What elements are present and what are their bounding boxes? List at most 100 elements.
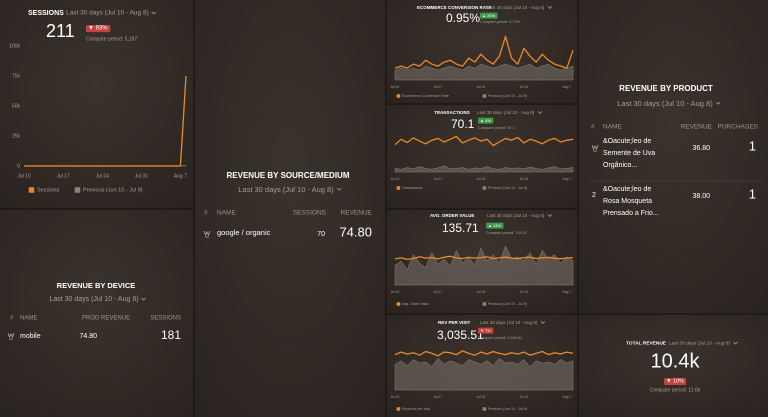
widget-change: ▲ 20% (482, 13, 496, 18)
change-badge (478, 117, 494, 124)
widget-compare: Compare period: 3,264.01 (478, 336, 522, 340)
widget-title: SESSIONS (28, 10, 64, 17)
y-tick-label: 100k (9, 43, 20, 49)
widget-period: Last 30 days (Jul 10 - Aug 8) (487, 213, 545, 218)
x-tick-label: Jul 17 (434, 395, 443, 399)
widget-compare: Compare period: 119.02 (486, 231, 527, 235)
x-tick-label: Jul 31 (519, 290, 528, 294)
widget-change: ▼ 10% (666, 378, 684, 384)
widget-value: 211 (46, 21, 75, 41)
legend-label: Avg. Order Value (402, 302, 429, 306)
widget-rows-item-purchases: 1 (749, 138, 756, 153)
widget-rows-item-purchases: 1 (749, 186, 756, 201)
widget-compare: Compare period: 0.79% (480, 20, 521, 24)
widget-title: REVENUE BY SOURCE/MEDIUM (227, 171, 350, 180)
widget-title: REV PER VISIT (438, 320, 471, 325)
panel (579, 315, 768, 417)
previous-area (394, 63, 574, 81)
rank-icon (591, 144, 599, 152)
widget-columns-item: NAME (217, 210, 236, 217)
widget-rows-item-revenue: 38.00 (692, 193, 710, 200)
y-tick-label: 75k (12, 73, 21, 79)
legend-label: Sessions (37, 187, 60, 193)
x-tick-label: Jul 31 (519, 395, 528, 399)
widget-columns-item: # (204, 210, 208, 217)
dropdown-chevron (141, 297, 146, 301)
widget-period: Last 30 days (Jul 10 - Aug 8) (487, 5, 545, 10)
x-tick-label: Jul 24 (477, 85, 486, 89)
legend-swatch (28, 187, 35, 193)
x-tick-label: Jul 31 (519, 177, 528, 181)
change-badge (486, 222, 504, 229)
dropdown-chevron (540, 321, 546, 324)
x-tick-label: Aug 7 (563, 177, 572, 181)
panel (0, 0, 193, 208)
dropdown-chevron (733, 341, 738, 345)
change-badge (480, 12, 498, 19)
change-badge (664, 377, 687, 385)
widget-change: ▲ 14% (488, 223, 502, 228)
dropdown-chevron (547, 214, 553, 217)
widget-title: TOTAL REVENUE (626, 340, 667, 346)
widget-value: 10.4k (651, 350, 701, 372)
widget-period: Last 30 days (Jul 10 - Aug 8) (669, 340, 730, 346)
x-tick-label: Jul 17 (434, 290, 443, 294)
legend-label: Previous (Jun 10 - Jul 9) (488, 186, 527, 190)
widget-compare: Compare period: 67.1 (478, 126, 515, 130)
y-tick-label: 25k (12, 133, 21, 139)
x-tick-label: Jul 10 (17, 173, 31, 179)
widget-value: 135.71 (442, 221, 479, 235)
product-name: &Oacute;leo de Semente de Uva Orgânico..… (603, 138, 657, 169)
legend-swatch (396, 302, 401, 306)
y-tick-label: 50k (12, 103, 21, 109)
widget-change: ▼ 7% (480, 328, 491, 333)
legend-swatch (482, 186, 487, 190)
legend-label: Revenue per visit (402, 407, 430, 411)
widget-columns-item: PROD REVENUE (82, 316, 130, 322)
widget-value: 3,035.51 (437, 328, 484, 342)
x-tick-label: Jul 24 (477, 395, 486, 399)
series-line (394, 35, 574, 69)
widget-value: 0.95% (446, 11, 480, 25)
panel (195, 0, 385, 417)
widget-period: Last 30 days (Jul 10 - Aug 8) (617, 99, 713, 108)
legend-label: Ecommerce Conversion Rate (402, 94, 449, 98)
widget-period: Last 30 days (Jul 10 - Aug 8) (477, 110, 535, 115)
dropdown-chevron (547, 6, 553, 9)
legend-label: Previous (Jun 10 - Jul 9) (83, 187, 143, 193)
widget-title: AVG. ORDER VALUE (430, 213, 474, 218)
widget-rows-item-name: mobile (20, 333, 41, 340)
x-tick-label: Jul 10 (391, 177, 400, 181)
x-tick-label: Jul 31 (519, 85, 528, 89)
legend-label: Transactions (402, 186, 423, 190)
x-tick-label: Jul 10 (391, 85, 400, 89)
widget-rows-item-revenue: 74.80 (339, 224, 372, 239)
x-tick-label: Jul 10 (391, 290, 400, 294)
widget-rows-item-sessions: 70 (317, 231, 325, 238)
x-tick-label: Jul 31 (135, 173, 149, 179)
series-line (394, 255, 574, 261)
legend-label: Previous (Jun 10 - Jul 9) (488, 302, 527, 306)
widget-rows-item-sessions: 181 (161, 328, 181, 342)
x-tick-label: Jul 24 (477, 177, 486, 181)
legend-swatch (396, 94, 401, 98)
dropdown-chevron (336, 187, 342, 191)
rank-icon (7, 332, 15, 340)
dropdown-chevron (151, 11, 157, 15)
series-line (394, 135, 574, 147)
widget-value: 70.1 (451, 117, 475, 131)
widget-title: REVENUE BY PRODUCT (619, 84, 713, 93)
legend-swatch (482, 302, 487, 306)
panel (387, 210, 577, 313)
x-tick-label: Jul 24 (96, 173, 110, 179)
legend-swatch (396, 407, 401, 411)
dropdown-chevron (715, 101, 721, 105)
widget-columns-item: NAME (603, 124, 622, 131)
x-tick-label: Jul 10 (391, 395, 400, 399)
legend-label: Previous (Jun 10 - Jul 9) (488, 407, 527, 411)
y-tick-label: 0 (17, 163, 20, 169)
change-badge (86, 25, 111, 33)
widget-rows-item-rank: 2 (592, 192, 596, 199)
